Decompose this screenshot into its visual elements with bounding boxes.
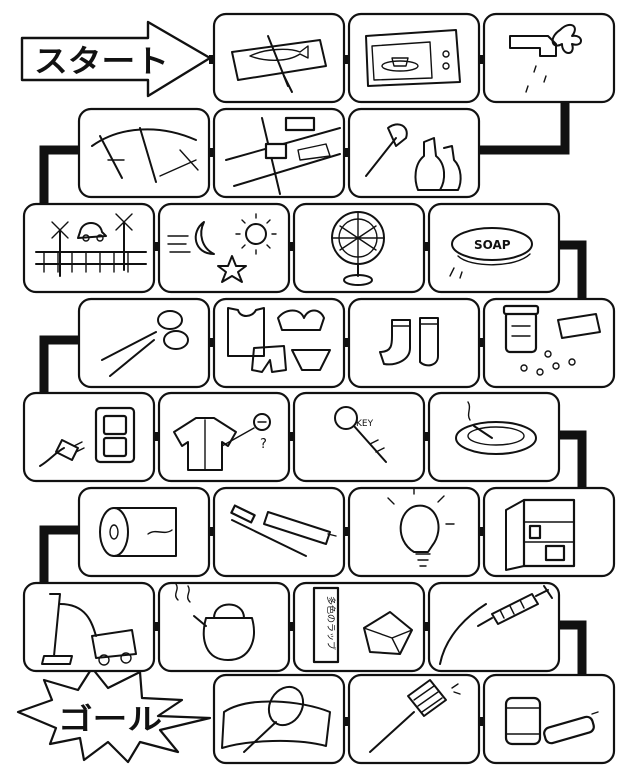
tile-plug-outlet — [22, 391, 156, 483]
tile-pills — [482, 297, 616, 389]
tile-opener-bottles — [347, 107, 481, 199]
tile-vacuum — [22, 581, 156, 673]
tile-socks — [347, 297, 481, 389]
tile-toothbrush — [212, 486, 346, 578]
tile-kettle — [157, 581, 291, 673]
tile-moon-sun-star — [157, 202, 291, 294]
tile-microwave — [347, 12, 481, 104]
tile-key: KEY — [292, 391, 426, 483]
tile-toilet-paper — [77, 486, 211, 578]
tile-light-bulb — [347, 486, 481, 578]
start-label: スタート — [34, 44, 169, 80]
key-label: KEY — [356, 419, 374, 429]
tile-syringe — [427, 581, 561, 673]
tile-electric-fan — [292, 202, 426, 294]
tile-racket-towel — [212, 673, 346, 765]
tile-soap: SOAP — [427, 202, 561, 294]
tile-batteries — [482, 673, 616, 765]
soap-label: SOAP — [474, 238, 511, 252]
tile-railway-crossing — [22, 202, 156, 294]
box-label: 多色のラッブ — [325, 596, 337, 650]
start-arrow: スタート — [20, 20, 212, 98]
tile-faucet — [482, 12, 616, 104]
tile-shirt-button: ? — [157, 391, 291, 483]
goal-burst: ゴール — [16, 666, 212, 764]
tile-road-signs — [212, 107, 346, 199]
tile-ashtray — [427, 391, 561, 483]
tile-fly-swatter — [347, 673, 481, 765]
tile-refrigerator — [482, 486, 616, 578]
tile-underwear — [212, 297, 346, 389]
goal-label: ゴール — [58, 702, 162, 736]
tile-scissors — [77, 297, 211, 389]
tile-box-package: 多色のラッブ — [292, 581, 426, 673]
board-path — [39, 55, 587, 726]
svg-text:?: ? — [260, 437, 267, 452]
tile-cutting-board — [212, 12, 346, 104]
tile-bridge-road — [77, 107, 211, 199]
